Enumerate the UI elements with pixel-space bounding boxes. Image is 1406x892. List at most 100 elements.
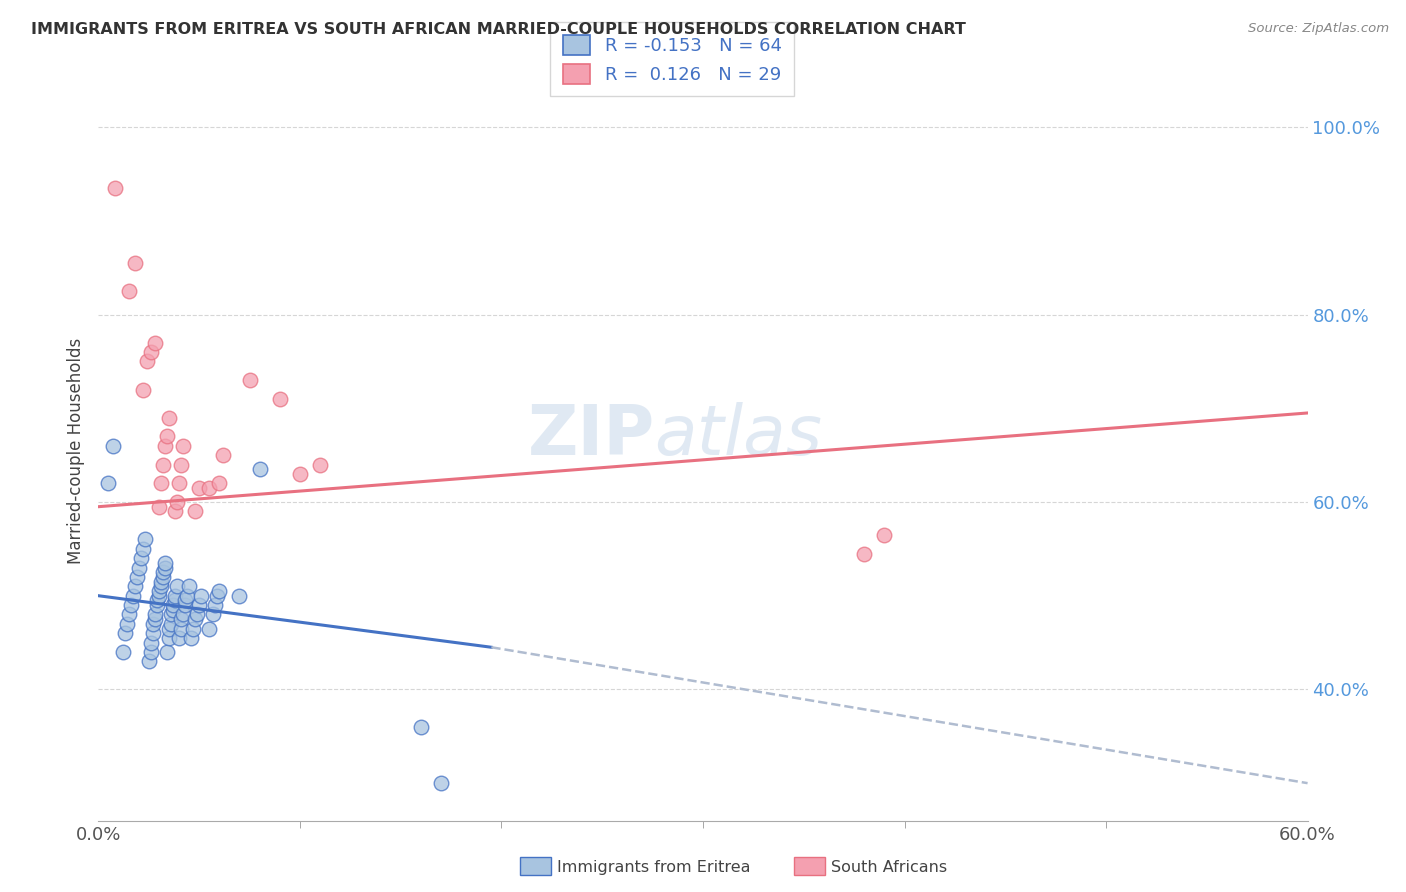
Point	[180, 631, 202, 645]
Point	[149, 579, 172, 593]
Point	[157, 410, 180, 425]
Point	[172, 439, 194, 453]
Point	[163, 593, 186, 607]
Point	[239, 373, 262, 387]
Point	[142, 616, 165, 631]
Point	[198, 622, 221, 636]
Point	[120, 598, 142, 612]
Point	[138, 654, 160, 668]
Point	[249, 462, 271, 476]
Point	[146, 598, 169, 612]
Point	[172, 607, 194, 622]
Point	[179, 579, 201, 593]
Point	[184, 504, 207, 518]
Point	[430, 776, 453, 790]
Point	[146, 593, 169, 607]
Point	[309, 458, 332, 472]
Point	[149, 574, 172, 589]
Point	[111, 645, 134, 659]
Point	[152, 458, 174, 472]
Text: IMMIGRANTS FROM ERITREA VS SOUTH AFRICAN MARRIED-COUPLE HOUSEHOLDS CORRELATION C: IMMIGRANTS FROM ERITREA VS SOUTH AFRICAN…	[31, 22, 966, 37]
Point	[132, 541, 155, 556]
Point	[153, 556, 176, 570]
Y-axis label: Married-couple Households: Married-couple Households	[66, 337, 84, 564]
Point	[149, 476, 172, 491]
Point	[207, 589, 229, 603]
Point	[167, 631, 190, 645]
Point	[174, 598, 197, 612]
Point	[125, 570, 148, 584]
Point	[103, 181, 125, 195]
Point	[128, 560, 150, 574]
Point	[156, 645, 179, 659]
Point	[167, 476, 190, 491]
Point	[186, 607, 208, 622]
Point	[208, 476, 231, 491]
Point	[176, 589, 198, 603]
Point	[121, 589, 143, 603]
Point	[124, 256, 146, 270]
Point	[152, 566, 174, 580]
Point	[114, 626, 136, 640]
Point	[97, 476, 120, 491]
Point	[208, 584, 231, 599]
Point	[162, 603, 184, 617]
Point	[873, 528, 896, 542]
Text: Source: ZipAtlas.com: Source: ZipAtlas.com	[1249, 22, 1389, 36]
Point	[143, 607, 166, 622]
Point	[160, 607, 183, 622]
Point	[190, 589, 212, 603]
Point	[181, 622, 204, 636]
Point	[134, 533, 156, 547]
Point	[166, 579, 188, 593]
Text: ZIP: ZIP	[527, 402, 655, 469]
Point	[163, 589, 186, 603]
Point	[143, 335, 166, 350]
Point	[132, 383, 155, 397]
Point	[166, 495, 188, 509]
Point	[202, 607, 225, 622]
Point	[153, 560, 176, 574]
Point	[853, 547, 876, 561]
Point	[174, 593, 197, 607]
Point	[148, 584, 170, 599]
Point	[157, 622, 180, 636]
Point	[152, 570, 174, 584]
Point	[156, 429, 179, 443]
Point	[157, 631, 180, 645]
Point	[198, 481, 221, 495]
Point	[170, 622, 193, 636]
Point	[115, 616, 138, 631]
Point	[153, 439, 176, 453]
Text: South Africans: South Africans	[831, 860, 948, 874]
Point	[204, 598, 226, 612]
Point	[124, 579, 146, 593]
Point	[170, 612, 193, 626]
Point	[143, 612, 166, 626]
Point	[139, 635, 162, 649]
Point	[188, 481, 211, 495]
Point	[142, 626, 165, 640]
Point	[184, 612, 207, 626]
Point	[288, 467, 311, 481]
Point	[160, 616, 183, 631]
Point	[135, 354, 157, 368]
Text: Immigrants from Eritrea: Immigrants from Eritrea	[557, 860, 751, 874]
Point	[212, 448, 235, 462]
Point	[129, 551, 152, 566]
Point	[170, 458, 193, 472]
Point	[188, 598, 211, 612]
Legend: R = -0.153   N = 64, R =  0.126   N = 29: R = -0.153 N = 64, R = 0.126 N = 29	[550, 22, 794, 96]
Point	[148, 500, 170, 514]
Point	[269, 392, 291, 406]
Point	[409, 720, 432, 734]
Point	[139, 645, 162, 659]
Point	[228, 589, 250, 603]
Point	[118, 607, 141, 622]
Point	[162, 598, 184, 612]
Point	[118, 284, 141, 298]
Text: atlas: atlas	[655, 402, 823, 469]
Point	[101, 439, 124, 453]
Point	[163, 504, 186, 518]
Point	[148, 589, 170, 603]
